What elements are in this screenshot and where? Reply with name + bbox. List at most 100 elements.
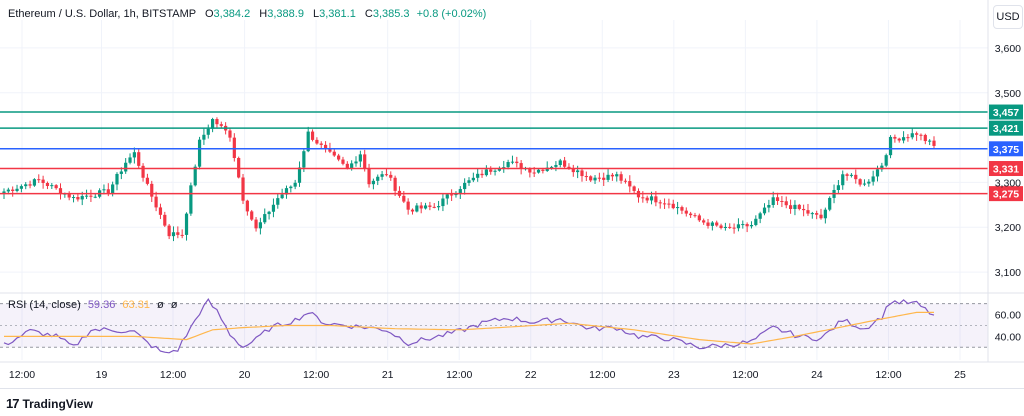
level-tag-bg: [989, 161, 1023, 177]
change-value: +0.8 (+0.02%): [416, 8, 487, 20]
candle-body: [328, 148, 332, 152]
candle-body: [441, 198, 445, 207]
candle-body: [667, 203, 671, 205]
candle-body: [297, 167, 302, 183]
candle-body: [671, 203, 675, 209]
candle-body: [641, 197, 645, 199]
candle-body: [32, 179, 37, 186]
candle-body: [901, 137, 906, 141]
candle-body: [176, 232, 180, 235]
candle-body: [662, 203, 667, 205]
level-tag-label: 3,375: [993, 144, 1019, 156]
candle-body: [906, 137, 910, 139]
time-axis-label: 20: [239, 369, 251, 381]
candle-body: [528, 168, 532, 173]
candle-body: [280, 194, 284, 199]
candle-body: [263, 214, 267, 223]
candle-body: [384, 174, 389, 176]
time-axis-label: 12:00: [446, 369, 472, 381]
candle-body: [506, 162, 510, 168]
candle-body: [845, 174, 849, 176]
time-axis-label: 12:00: [875, 369, 901, 381]
price-axis-label: 3,100: [995, 267, 1021, 279]
candle-body: [706, 222, 710, 226]
candle-body: [332, 151, 336, 156]
candle-body: [697, 215, 701, 221]
candle-body: [458, 189, 462, 194]
candle-body: [184, 213, 189, 235]
candle-body: [423, 205, 428, 209]
candle-body: [267, 211, 271, 215]
candle-body: [897, 138, 901, 141]
low-value: 3,381.1: [319, 8, 356, 20]
candle-body: [893, 136, 897, 139]
candle-body: [628, 181, 632, 187]
candle-body: [710, 222, 714, 226]
rsi-ma-value: 63.31: [122, 299, 150, 311]
candle-body: [197, 139, 202, 167]
level-tag-bg: [989, 120, 1023, 136]
candle-body: [563, 160, 567, 167]
level-tag-label: 3,457: [993, 107, 1019, 119]
candle-body: [858, 179, 862, 185]
time-axis-label: 24: [811, 369, 823, 381]
candle-body: [793, 204, 797, 209]
candle-body: [410, 209, 415, 212]
candle-body: [493, 170, 497, 172]
candle-body: [158, 207, 163, 215]
open-label: O: [204, 8, 214, 20]
candle-body: [24, 184, 28, 187]
candle-body: [884, 155, 888, 166]
candle-body: [284, 188, 289, 195]
candle-body: [393, 177, 397, 191]
candle-body: [736, 224, 741, 229]
candle-body: [450, 194, 454, 196]
low-label: L: [313, 8, 320, 20]
candle-body: [584, 176, 588, 178]
rsi-value: 59.36: [87, 299, 116, 311]
candle-body: [45, 182, 50, 187]
candle-body: [623, 180, 628, 182]
candle-body: [84, 195, 89, 197]
candle-body: [606, 174, 610, 180]
candle-body: [358, 154, 362, 162]
candle-body: [788, 205, 793, 209]
candle-body: [445, 194, 449, 199]
candle-body: [919, 134, 923, 136]
candle-body: [15, 188, 19, 191]
candle-body: [2, 191, 6, 194]
candle-body: [593, 177, 597, 181]
candle-body: [289, 186, 293, 189]
candle-body: [645, 197, 649, 201]
level-tag-bg: [989, 141, 1023, 157]
candle-body: [145, 177, 150, 184]
time-axis-label: 19: [96, 369, 108, 381]
candle-body: [519, 163, 523, 169]
candle-body: [632, 186, 636, 191]
candle-body: [28, 184, 32, 186]
candle-body: [536, 169, 541, 173]
candle-body: [806, 210, 810, 214]
candle-body: [841, 174, 845, 186]
candle-body: [189, 185, 193, 214]
candle-body: [350, 163, 354, 169]
tradingview-logo[interactable]: 17 TradingView: [6, 396, 93, 411]
candle-body: [67, 193, 71, 198]
close-value: 3,385.3: [372, 8, 410, 20]
candle-body: [862, 183, 867, 185]
high-value: 3,388.9: [267, 8, 304, 20]
candle-body: [58, 188, 63, 195]
currency-button[interactable]: USD: [993, 5, 1023, 29]
candle-body: [728, 226, 732, 228]
candle-body: [615, 174, 619, 177]
candle-body: [111, 184, 115, 194]
level-tag-label: 3,275: [993, 189, 1019, 201]
candle-body: [732, 227, 736, 229]
candle-body: [37, 179, 41, 181]
candle-body: [315, 139, 319, 144]
candle-body: [702, 220, 706, 223]
candle-body: [11, 189, 15, 191]
candle-body: [228, 130, 232, 138]
candle-body: [915, 133, 919, 135]
level-price-tag: 3,421: [989, 120, 1023, 136]
